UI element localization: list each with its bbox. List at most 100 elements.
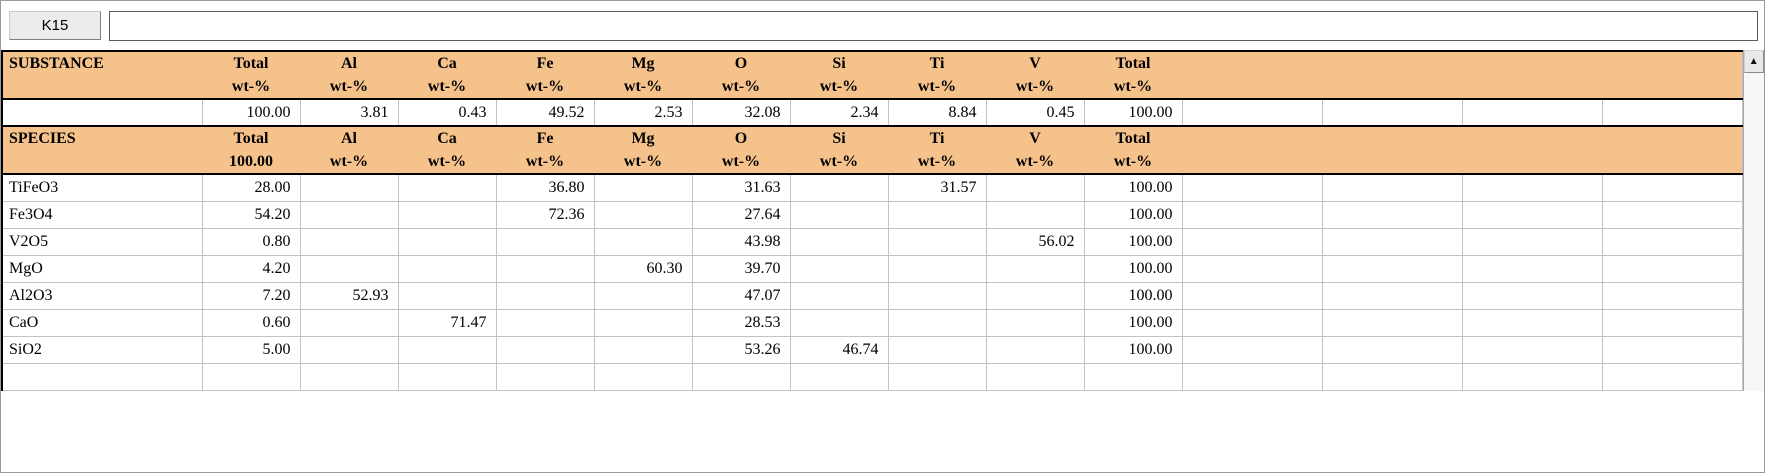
species-row-CaO-empty-1[interactable] xyxy=(1321,308,1463,337)
species-row-Fe3O4-empty-3[interactable] xyxy=(1601,200,1743,229)
species-row-Fe3O4-empty-0[interactable] xyxy=(1181,200,1323,229)
substance-units-row-col-2[interactable]: wt-% xyxy=(398,75,496,99)
trailing-empty-row-empty-2[interactable] xyxy=(1461,362,1603,391)
substance-units-row-col-4[interactable]: wt-% xyxy=(594,75,692,99)
substance-values-row-col-3[interactable]: 49.52 xyxy=(495,98,595,127)
species-header-row-label[interactable]: SPECIES xyxy=(2,125,202,150)
formula-bar-input[interactable] xyxy=(109,10,1758,41)
substance-values-row-col-6[interactable]: 2.34 xyxy=(789,98,889,127)
species-row-Al2O3-col-3[interactable] xyxy=(495,281,595,310)
substance-header-row-col-3[interactable]: Fe xyxy=(496,50,594,75)
species-row-Al2O3-empty-2[interactable] xyxy=(1461,281,1603,310)
species-row-CaO-col-5[interactable]: 28.53 xyxy=(691,308,791,337)
species-row-SiO2-col-8[interactable] xyxy=(985,335,1085,364)
species-row-V2O5-empty-1[interactable] xyxy=(1321,227,1463,256)
species-row-Al2O3-col-1[interactable]: 52.93 xyxy=(299,281,399,310)
species-row-V2O5-empty-3[interactable] xyxy=(1601,227,1743,256)
substance-units-row-empty-1[interactable] xyxy=(1322,75,1462,99)
substance-header-row-empty-3[interactable] xyxy=(1602,50,1742,75)
substance-values-row-empty-3[interactable] xyxy=(1601,98,1743,127)
species-units-row-col-0[interactable]: 100.00 xyxy=(202,150,300,174)
cell-reference-box[interactable]: K15 xyxy=(9,11,101,40)
substance-header-row-col-8[interactable]: V xyxy=(986,50,1084,75)
species-header-row-empty-2[interactable] xyxy=(1462,125,1602,150)
substance-header-row-col-0[interactable]: Total xyxy=(202,50,300,75)
species-row-CaO-label[interactable]: CaO xyxy=(1,308,203,337)
species-row-V2O5-col-0[interactable]: 0.80 xyxy=(201,227,301,256)
species-row-MgO-col-1[interactable] xyxy=(299,254,399,283)
trailing-empty-row-col-3[interactable] xyxy=(495,362,595,391)
species-row-Fe3O4-col-6[interactable] xyxy=(789,200,889,229)
trailing-empty-row-empty-1[interactable] xyxy=(1321,362,1463,391)
substance-values-row-col-4[interactable]: 2.53 xyxy=(593,98,693,127)
species-units-row-col-5[interactable]: wt-% xyxy=(692,150,790,174)
species-row-TiFeO3-empty-2[interactable] xyxy=(1461,173,1603,202)
species-row-SiO2-empty-2[interactable] xyxy=(1461,335,1603,364)
species-row-TiFeO3-empty-3[interactable] xyxy=(1601,173,1743,202)
substance-units-row-col-0[interactable]: wt-% xyxy=(202,75,300,99)
substance-values-row-col-0[interactable]: 100.00 xyxy=(201,98,301,127)
species-row-CaO-col-7[interactable] xyxy=(887,308,987,337)
species-row-Al2O3-empty-0[interactable] xyxy=(1181,281,1323,310)
species-row-CaO-empty-0[interactable] xyxy=(1181,308,1323,337)
species-header-row-col-4[interactable]: Mg xyxy=(594,125,692,150)
substance-values-row-col-8[interactable]: 0.45 xyxy=(985,98,1085,127)
substance-values-row-col-9[interactable]: 100.00 xyxy=(1083,98,1183,127)
species-row-Al2O3-col-5[interactable]: 47.07 xyxy=(691,281,791,310)
species-header-row-empty-3[interactable] xyxy=(1602,125,1742,150)
trailing-empty-row-col-6[interactable] xyxy=(789,362,889,391)
species-row-CaO-col-6[interactable] xyxy=(789,308,889,337)
substance-values-row-col-5[interactable]: 32.08 xyxy=(691,98,791,127)
species-units-row-col-8[interactable]: wt-% xyxy=(986,150,1084,174)
species-row-TiFeO3-col-9[interactable]: 100.00 xyxy=(1083,173,1183,202)
species-header-row-col-6[interactable]: Si xyxy=(790,125,888,150)
species-row-MgO-col-8[interactable] xyxy=(985,254,1085,283)
species-row-SiO2-col-6[interactable]: 46.74 xyxy=(789,335,889,364)
substance-units-row-col-3[interactable]: wt-% xyxy=(496,75,594,99)
species-row-CaO-col-0[interactable]: 0.60 xyxy=(201,308,301,337)
species-row-CaO-col-9[interactable]: 100.00 xyxy=(1083,308,1183,337)
substance-units-row-empty-3[interactable] xyxy=(1602,75,1742,99)
species-row-Al2O3-col-2[interactable] xyxy=(397,281,497,310)
species-header-row-col-1[interactable]: Al xyxy=(300,125,398,150)
substance-header-row-col-2[interactable]: Ca xyxy=(398,50,496,75)
species-row-Al2O3-col-4[interactable] xyxy=(593,281,693,310)
species-row-V2O5-col-7[interactable] xyxy=(887,227,987,256)
scroll-up-button[interactable]: ▲ xyxy=(1743,50,1764,73)
species-row-Fe3O4-col-2[interactable] xyxy=(397,200,497,229)
species-row-V2O5-col-5[interactable]: 43.98 xyxy=(691,227,791,256)
species-row-Al2O3-col-9[interactable]: 100.00 xyxy=(1083,281,1183,310)
trailing-empty-row-col-0[interactable] xyxy=(201,362,301,391)
substance-units-row-empty-2[interactable] xyxy=(1462,75,1602,99)
species-row-SiO2-empty-1[interactable] xyxy=(1321,335,1463,364)
species-row-CaO-col-1[interactable] xyxy=(299,308,399,337)
species-row-TiFeO3-empty-1[interactable] xyxy=(1321,173,1463,202)
species-row-Fe3O4-col-4[interactable] xyxy=(593,200,693,229)
trailing-empty-row-label[interactable] xyxy=(1,362,203,391)
substance-header-row-col-4[interactable]: Mg xyxy=(594,50,692,75)
species-header-row-col-9[interactable]: Total xyxy=(1084,125,1182,150)
substance-values-row-empty-0[interactable] xyxy=(1181,98,1323,127)
species-row-MgO-label[interactable]: MgO xyxy=(1,254,203,283)
species-row-Fe3O4-col-3[interactable]: 72.36 xyxy=(495,200,595,229)
species-row-V2O5-empty-0[interactable] xyxy=(1181,227,1323,256)
species-row-Al2O3-col-7[interactable] xyxy=(887,281,987,310)
species-row-TiFeO3-col-1[interactable] xyxy=(299,173,399,202)
species-units-row-col-2[interactable]: wt-% xyxy=(398,150,496,174)
species-row-SiO2-col-3[interactable] xyxy=(495,335,595,364)
substance-header-row-col-5[interactable]: O xyxy=(692,50,790,75)
species-row-V2O5-col-4[interactable] xyxy=(593,227,693,256)
substance-units-row-col-8[interactable]: wt-% xyxy=(986,75,1084,99)
species-row-TiFeO3-col-8[interactable] xyxy=(985,173,1085,202)
species-row-MgO-empty-2[interactable] xyxy=(1461,254,1603,283)
species-row-TiFeO3-col-5[interactable]: 31.63 xyxy=(691,173,791,202)
species-row-V2O5-col-3[interactable] xyxy=(495,227,595,256)
species-row-Al2O3-empty-3[interactable] xyxy=(1601,281,1743,310)
species-row-TiFeO3-col-6[interactable] xyxy=(789,173,889,202)
species-row-MgO-empty-1[interactable] xyxy=(1321,254,1463,283)
species-units-row-col-6[interactable]: wt-% xyxy=(790,150,888,174)
substance-values-row-col-7[interactable]: 8.84 xyxy=(887,98,987,127)
species-header-row-empty-0[interactable] xyxy=(1182,125,1322,150)
species-row-CaO-col-8[interactable] xyxy=(985,308,1085,337)
substance-header-row-col-6[interactable]: Si xyxy=(790,50,888,75)
